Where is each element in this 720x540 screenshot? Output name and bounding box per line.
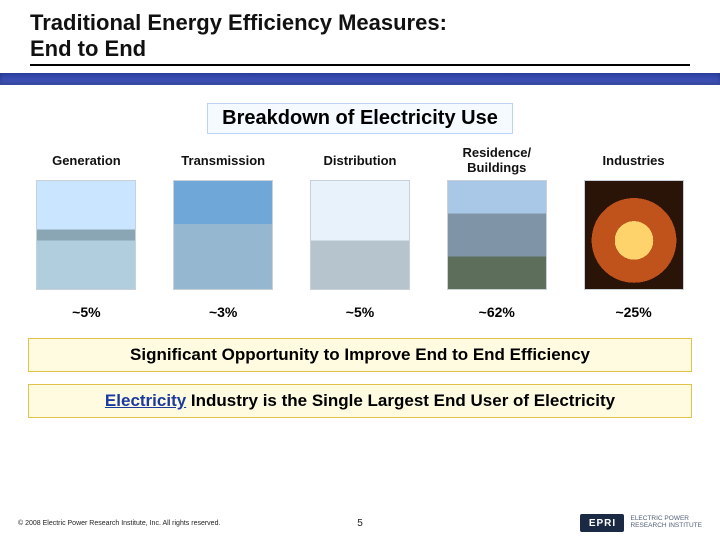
column-industries: Industries ~25% [571, 144, 697, 320]
column-percent: ~5% [346, 304, 374, 320]
footer: © 2008 Electric Power Research Institute… [0, 514, 720, 532]
footer-copyright: © 2008 Electric Power Research Institute… [18, 520, 220, 527]
column-label: Distribution [324, 144, 397, 176]
column-label: Industries [603, 144, 665, 176]
column-label: Generation [52, 144, 121, 176]
sub-heading-container: Breakdown of Electricity Use [0, 103, 720, 134]
column-generation: Generation ~5% [23, 144, 149, 320]
image-placeholder [173, 180, 273, 290]
logo-mark: EPRI [580, 514, 624, 532]
column-residence-buildings: Residence/ Buildings ~62% [434, 144, 560, 320]
callout-rest: Industry is the Single Largest End User … [186, 391, 615, 410]
title-underline [30, 64, 690, 66]
image-placeholder [36, 180, 136, 290]
column-distribution: Distribution ~5% [297, 144, 423, 320]
image-placeholder [447, 180, 547, 290]
column-transmission: Transmission ~3% [160, 144, 286, 320]
column-percent: ~62% [479, 304, 515, 320]
column-percent: ~5% [72, 304, 100, 320]
header-blue-bar [0, 73, 720, 85]
column-label: Transmission [181, 144, 265, 176]
image-placeholder [310, 180, 410, 290]
columns-row: Generation ~5% Transmission ~3% Distribu… [0, 134, 720, 320]
title-line-1: Traditional Energy Efficiency Measures: [30, 10, 447, 35]
title-line-2: End to End [30, 36, 146, 61]
footer-logo: EPRI ELECTRIC POWER RESEARCH INSTITUTE [580, 514, 702, 532]
footer-page-number: 5 [357, 518, 363, 529]
column-label: Residence/ Buildings [462, 144, 531, 176]
title-area: Traditional Energy Efficiency Measures: … [0, 0, 720, 71]
image-placeholder [584, 180, 684, 290]
logo-text-line-2: RESEARCH INSTITUTE [630, 522, 702, 529]
sub-heading: Breakdown of Electricity Use [207, 103, 513, 134]
callout-electricity-industry: Electricity Industry is the Single Large… [28, 384, 692, 418]
callout-opportunity: Significant Opportunity to Improve End t… [28, 338, 692, 372]
column-percent: ~25% [615, 304, 651, 320]
callout-underlined-word: Electricity [105, 391, 186, 410]
column-percent: ~3% [209, 304, 237, 320]
slide-title: Traditional Energy Efficiency Measures: … [30, 10, 690, 62]
logo-text: ELECTRIC POWER RESEARCH INSTITUTE [630, 516, 702, 530]
